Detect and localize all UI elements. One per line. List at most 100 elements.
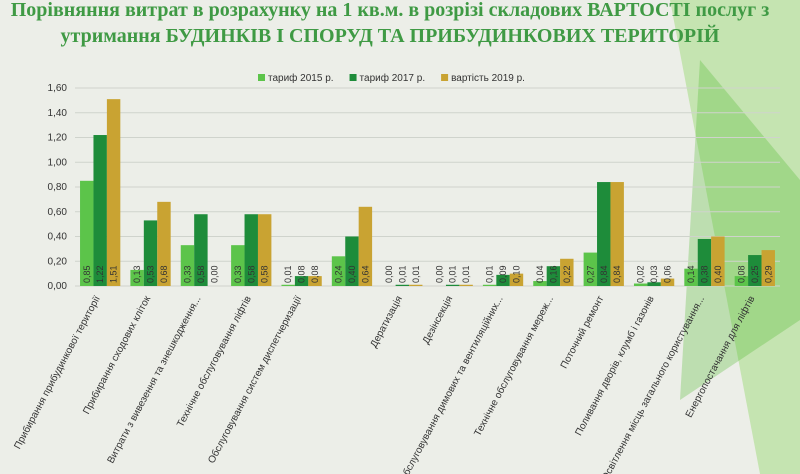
data-label: 0,53 [146,265,156,283]
bar [560,258,574,286]
data-label: 0,08 [297,265,307,283]
chart-subtitle: утримання БУДИНКІВ І СПОРУД ТА ПРИБУДИНК… [61,24,720,47]
data-label: 0,03 [649,265,659,283]
data-label: 0,06 [663,265,673,283]
bar [482,284,497,286]
bar [257,214,272,286]
bar [496,274,510,286]
data-label: 0,84 [599,265,609,283]
bar [180,245,195,286]
data-label: 0,10 [511,265,521,283]
bar [684,268,698,286]
bar [395,284,410,286]
data-label: 0,38 [699,265,709,283]
data-label: 0,02 [636,265,646,283]
bar [610,182,624,286]
data-label: 1,51 [109,265,119,283]
bar [748,255,762,286]
y-tick-label: 1,00 [48,157,68,168]
data-label: 0,40 [347,265,357,283]
bar [546,266,561,286]
bar [647,282,661,286]
bar [509,273,524,286]
bar [533,281,547,286]
data-label: 0,85 [82,265,92,283]
bar [597,182,611,286]
y-tick-label: 0,20 [48,256,68,267]
data-label: 0,00 [209,265,219,283]
data-label: 0,09 [498,265,508,283]
bar [194,214,208,286]
data-label: 0,58 [196,265,206,283]
data-label: 0,40 [713,265,723,283]
data-label: 0,01 [283,265,293,283]
y-tick-label: 0,00 [48,281,68,292]
legend-label: тариф 2017 р. [360,72,426,84]
bar [459,284,473,286]
data-label: 0,01 [411,265,421,283]
y-tick-label: 1,60 [48,83,68,94]
bar [294,276,309,286]
data-label: 0,01 [485,265,495,283]
data-label: 0,29 [763,265,773,283]
legend-swatch [349,74,357,81]
bar [106,99,121,286]
data-label: 0,13 [132,265,142,283]
slide-decoration [680,60,800,400]
y-tick-label: 1,40 [48,108,68,119]
bar [93,135,107,286]
data-label: 0,68 [159,265,169,283]
data-label: 0,58 [246,265,256,283]
data-label: 0,14 [686,265,696,283]
bar [583,252,598,286]
data-label: 0,27 [585,265,595,283]
bar [697,238,712,286]
bar [633,283,648,286]
bar [331,256,346,286]
data-label: 0,01 [461,265,471,283]
data-label: 0,84 [612,265,622,283]
data-label: 0,08 [736,265,746,283]
chart-title: Порівняння витрат в розрахунку на 1 кв.м… [11,0,770,21]
data-label: 0,33 [233,265,243,283]
data-label: 0,08 [310,265,320,283]
data-label: 1,22 [95,265,105,283]
bar [130,269,144,286]
bar [308,276,322,286]
legend-swatch [441,74,449,81]
data-label: 0,01 [448,265,458,283]
bar [281,284,295,286]
legend-label: вартість 2019 р. [451,73,525,84]
data-label: 0,00 [434,265,444,283]
data-label: 0,01 [397,265,407,283]
bar [157,201,171,286]
legend-label: тариф 2015 р. [268,72,334,84]
bar [345,236,359,286]
bar [409,284,423,286]
data-label: 0,58 [260,265,270,283]
bar [143,220,158,286]
data-label: 0,16 [548,265,558,283]
bar [660,278,675,286]
bar [734,276,749,286]
bar [80,180,94,286]
data-label: 0,64 [360,265,370,283]
data-label: 0,22 [562,265,572,283]
data-label: 0,25 [750,265,760,283]
legend-swatch [258,74,265,81]
bar [244,214,258,286]
y-tick-label: 0,60 [48,207,68,218]
y-tick-label: 1,20 [48,133,68,144]
bar [358,206,373,286]
y-tick-label: 0,80 [48,182,68,193]
data-label: 0,00 [384,265,394,283]
bar [231,245,245,286]
bar [711,236,725,286]
y-tick-label: 0,40 [48,232,68,243]
data-label: 0,33 [182,265,192,283]
bar [445,284,460,286]
data-label: 0,04 [535,265,545,283]
data-label: 0,24 [334,265,344,283]
